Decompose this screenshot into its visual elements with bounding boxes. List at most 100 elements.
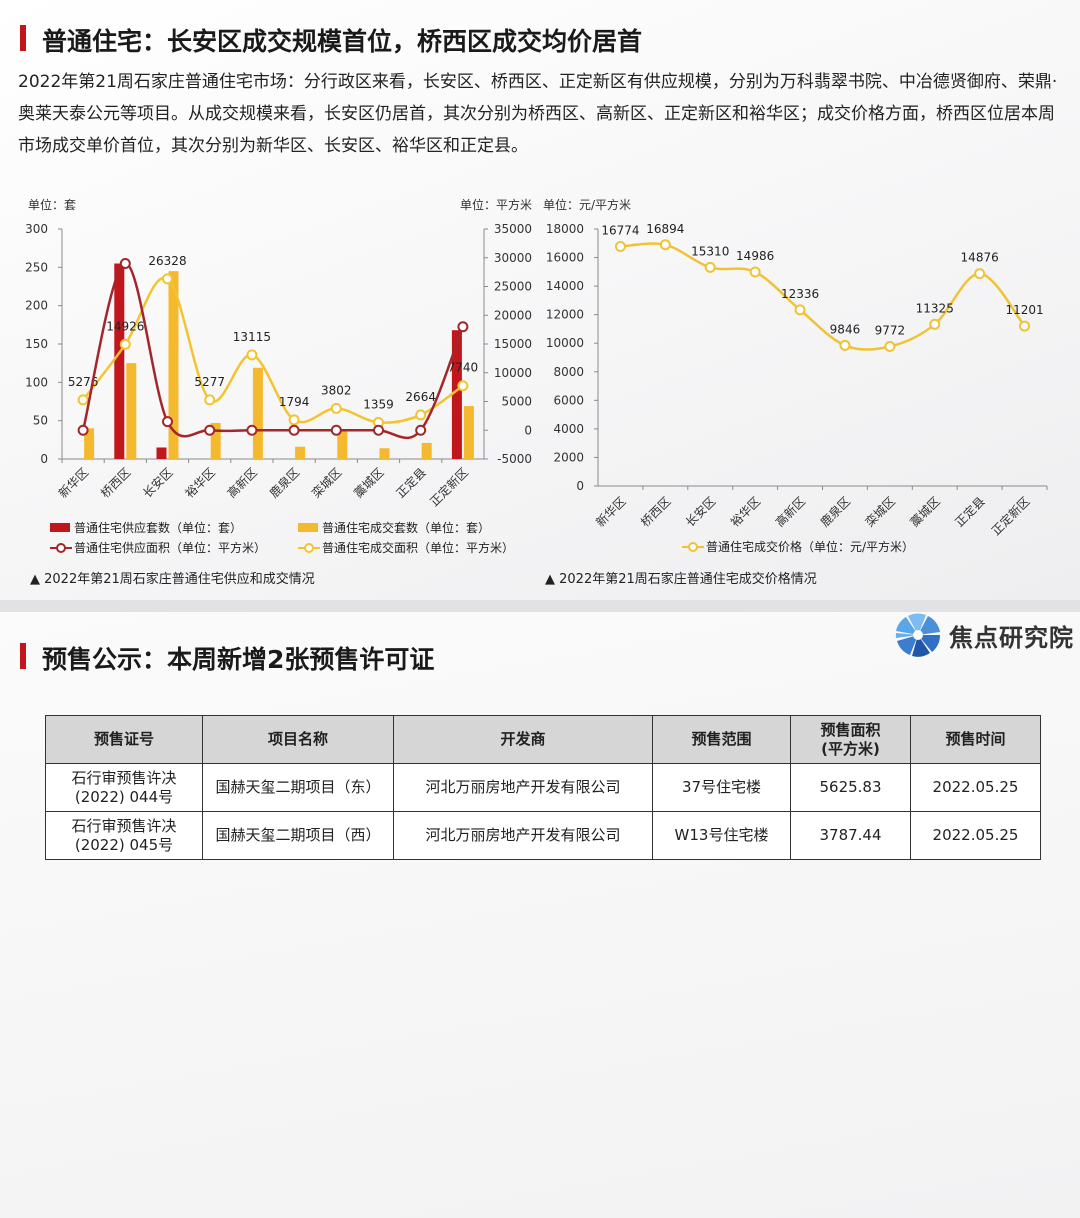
logo-text: 焦点研究院 bbox=[949, 623, 1074, 652]
legend-label: 普通住宅供应面积（单位：平方米） bbox=[74, 540, 266, 555]
permit-no-cell: 石行审预售许决 (2022) 045号 bbox=[45, 811, 203, 860]
supply-area-point bbox=[204, 424, 216, 436]
y-tick-label: 100 bbox=[25, 375, 48, 389]
legend-marker bbox=[304, 543, 314, 553]
x-tick-label: 长安区 bbox=[140, 465, 176, 501]
legend-marker bbox=[688, 542, 698, 552]
section-divider bbox=[0, 600, 1080, 612]
x-tick-label: 藁城区 bbox=[908, 494, 943, 529]
price-data-label: 9846 bbox=[830, 322, 861, 336]
supply-area-point bbox=[77, 424, 89, 436]
x-tick-label: 正定新区 bbox=[426, 465, 471, 510]
sales-area-point bbox=[246, 349, 258, 361]
y-tick-label: 2000 bbox=[553, 450, 584, 464]
y-tick-label: 8000 bbox=[553, 365, 584, 379]
sales-units-bar bbox=[84, 428, 95, 459]
price-data-label: 15310 bbox=[691, 244, 729, 258]
sales-area-point bbox=[415, 409, 427, 421]
price-data-label: 12336 bbox=[781, 287, 819, 301]
sales-area-data-label: 7740 bbox=[448, 361, 479, 375]
x-tick-label: 正定县 bbox=[952, 494, 988, 530]
sales-area-data-label: 13115 bbox=[233, 330, 271, 344]
y-tick-label: 0 bbox=[40, 452, 48, 466]
legend-label: 普通住宅成交套数（单位：套） bbox=[322, 520, 490, 535]
presale-date-cell: 2022.05.25 bbox=[910, 763, 1041, 812]
price-point bbox=[614, 241, 626, 253]
sales-units-bar bbox=[337, 429, 348, 459]
supply-area-point bbox=[330, 424, 342, 436]
y2-tick-label: 30000 bbox=[494, 251, 532, 265]
y2-tick-label: 20000 bbox=[494, 308, 532, 322]
price-data-label: 11325 bbox=[916, 301, 954, 315]
price-point bbox=[839, 339, 851, 351]
project-name-cell: 国赫天玺二期项目（东） bbox=[202, 763, 394, 812]
y-tick-label: 0 bbox=[576, 479, 584, 493]
sales-units-bar bbox=[168, 271, 179, 459]
permit-no-cell: 石行审预售许决 (2022) 044号 bbox=[45, 763, 203, 812]
x-tick-label: 正定县 bbox=[393, 465, 429, 501]
y-tick-label: 14000 bbox=[546, 279, 584, 293]
x-tick-label: 桥西区 bbox=[638, 494, 673, 529]
y-tick-label: 6000 bbox=[553, 393, 584, 407]
col-permit-no: 预售证号 bbox=[45, 715, 203, 764]
sales-area-data-label: 5277 bbox=[194, 375, 225, 389]
supply-area-point bbox=[415, 424, 427, 436]
y-tick-label: 50 bbox=[33, 414, 48, 428]
sales-units-bar bbox=[463, 406, 474, 459]
sales-area-data-label: 26328 bbox=[148, 254, 186, 268]
y2-tick-label: 5000 bbox=[501, 395, 532, 409]
price-data-label: 16894 bbox=[646, 222, 684, 236]
x-tick-label: 长安区 bbox=[682, 494, 718, 530]
price-data-label: 9772 bbox=[875, 323, 906, 337]
presale-scope-cell: W13号住宅楼 bbox=[652, 811, 791, 860]
sales-area-data-label: 5276 bbox=[68, 375, 99, 389]
sales-area-point bbox=[288, 414, 300, 426]
y-tick-label: 300 bbox=[25, 222, 48, 236]
price-data-label: 14876 bbox=[961, 251, 999, 265]
right-axis-unit: 单位：平方米 bbox=[460, 197, 532, 212]
legend-label: 普通住宅供应套数（单位：套） bbox=[74, 520, 242, 535]
sales-units-bar bbox=[421, 442, 432, 459]
charts-canvas: 单位：套 单位：平方米 0 50 100 150 200 250 300 -5000 0 5000 10… bbox=[25, 197, 1048, 587]
x-tick-label: 鹿泉区 bbox=[817, 494, 853, 530]
price-point bbox=[929, 318, 941, 330]
sales-area-point bbox=[119, 338, 131, 350]
col-presale-area: 预售面积 (平方米) bbox=[790, 715, 911, 764]
legend-swatch bbox=[50, 523, 70, 532]
y-tick-label: 16000 bbox=[546, 251, 584, 265]
supply-area-point bbox=[162, 416, 173, 428]
price-point bbox=[974, 268, 986, 280]
y-tick-label: 150 bbox=[25, 337, 48, 351]
presale-area-cell: 3787.44 bbox=[790, 811, 911, 860]
supply-units-bar bbox=[156, 447, 167, 459]
supply-units-bar bbox=[451, 330, 462, 459]
developer-cell: 河北万丽房地产开发有限公司 bbox=[393, 811, 653, 860]
supply-area-point bbox=[119, 258, 131, 269]
sales-units-bar bbox=[210, 422, 221, 459]
price-point bbox=[749, 266, 761, 278]
presale-permit-table: 预售证号 项目名称 开发商 预售范围 预售面积 (平方米) 预售时间 石行审预售… bbox=[45, 715, 1041, 860]
section1-title: 普通住宅：长安区成交规模首位，桥西区成交均价居首 bbox=[20, 22, 642, 58]
supply-units-bar bbox=[114, 263, 125, 459]
col-presale-date: 预售时间 bbox=[910, 715, 1041, 764]
section2-title: 预售公示：本周新增2张预售许可证 bbox=[20, 640, 434, 676]
y2-tick-label: 35000 bbox=[494, 222, 532, 236]
sales-area-point bbox=[204, 394, 216, 406]
supply-area-point bbox=[373, 424, 384, 436]
col-presale-scope: 预售范围 bbox=[652, 715, 791, 764]
developer-cell: 河北万丽房地产开发有限公司 bbox=[393, 763, 653, 812]
legend-marker bbox=[56, 543, 66, 553]
y2-tick-label: 25000 bbox=[494, 280, 532, 294]
x-tick-label: 新华区 bbox=[55, 465, 91, 501]
supply-area-line bbox=[81, 262, 465, 440]
table-header-row: 预售证号 项目名称 开发商 预售范围 预售面积 (平方米) 预售时间 bbox=[45, 715, 1041, 764]
logo-icon bbox=[895, 613, 940, 657]
price-line bbox=[620, 242, 1026, 351]
x-tick-label: 高新区 bbox=[224, 465, 260, 501]
sales-area-point bbox=[162, 273, 173, 285]
presale-section bbox=[0, 612, 1080, 1218]
supply-area-point bbox=[246, 424, 258, 436]
y2-tick-label: 0 bbox=[524, 423, 532, 437]
legend-label: 普通住宅成交面积（单位：平方米） bbox=[322, 540, 514, 555]
sales-area-data-label: 2664 bbox=[405, 390, 436, 404]
